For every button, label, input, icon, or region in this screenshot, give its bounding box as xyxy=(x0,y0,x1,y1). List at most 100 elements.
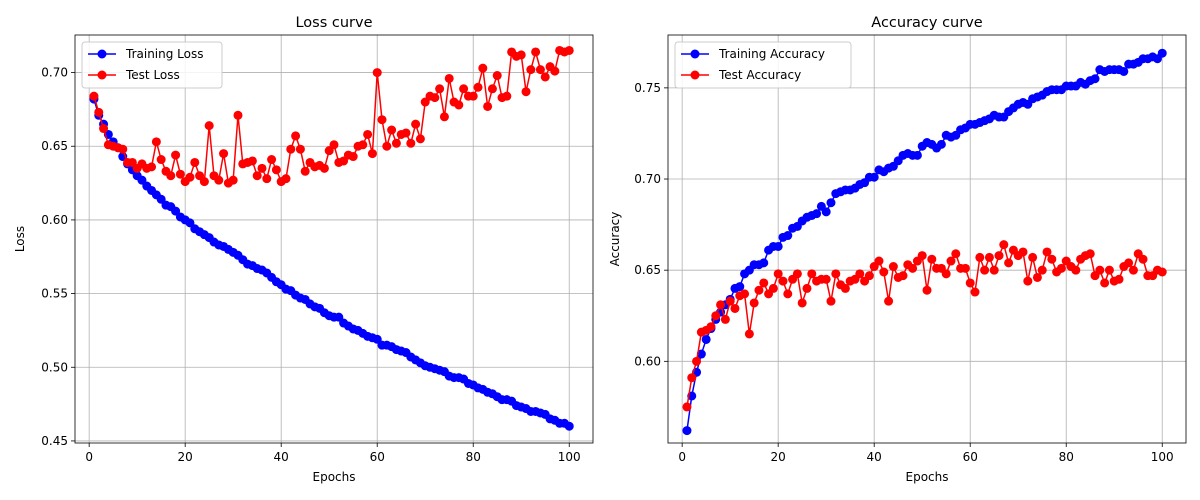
data-point xyxy=(826,198,836,208)
data-point xyxy=(94,107,104,117)
y-tick-label: 0.45 xyxy=(41,434,68,448)
data-point xyxy=(831,269,841,279)
data-point xyxy=(864,271,874,281)
data-point xyxy=(156,155,166,165)
data-point xyxy=(792,269,802,279)
data-point xyxy=(319,163,329,173)
data-point xyxy=(151,137,161,147)
legend-marker-1 xyxy=(690,70,700,80)
data-point xyxy=(430,93,440,103)
chart-title: Loss curve xyxy=(295,15,372,31)
data-point xyxy=(1085,249,1095,259)
y-tick-label: 0.75 xyxy=(634,81,661,95)
data-point xyxy=(898,271,908,281)
data-point xyxy=(166,171,176,181)
data-point xyxy=(233,110,243,120)
data-point xyxy=(874,256,884,266)
data-point xyxy=(516,50,526,60)
data-point xyxy=(199,177,209,187)
data-point xyxy=(912,150,922,160)
data-point xyxy=(975,252,985,262)
data-point xyxy=(812,209,822,219)
data-point xyxy=(262,174,272,184)
data-point xyxy=(826,296,836,306)
data-point xyxy=(468,91,478,101)
data-point xyxy=(483,101,493,111)
x-tick-label: 80 xyxy=(1059,450,1074,464)
data-point xyxy=(946,256,956,266)
data-point xyxy=(999,240,1009,250)
data-point xyxy=(286,144,296,154)
data-point xyxy=(821,274,831,284)
data-point xyxy=(1157,267,1167,277)
data-point xyxy=(267,155,277,165)
y-tick-label: 0.65 xyxy=(634,263,661,277)
data-point xyxy=(281,174,291,184)
accuracy-chart: 0 20 40 60 80 100 0.60 0.65 0.70 0.75 Accuracy cur… xyxy=(608,15,1187,484)
data-point xyxy=(936,139,946,149)
data-point xyxy=(367,149,377,159)
y-tick-label: 0.55 xyxy=(41,287,68,301)
plot-frame xyxy=(74,34,594,444)
data-point xyxy=(214,175,224,185)
data-point xyxy=(454,100,464,110)
data-point xyxy=(706,322,716,332)
data-point xyxy=(415,134,425,144)
data-point xyxy=(219,149,229,159)
data-point xyxy=(1047,254,1057,264)
data-point xyxy=(807,269,817,279)
data-point xyxy=(1032,272,1042,282)
x-tick-label: 0 xyxy=(85,450,93,464)
data-point xyxy=(252,171,262,181)
data-point xyxy=(730,303,740,313)
data-point xyxy=(1056,263,1066,273)
y-tick-label: 0.70 xyxy=(634,172,661,186)
data-point xyxy=(329,140,339,150)
data-point xyxy=(473,82,483,92)
y-tick-label: 0.65 xyxy=(41,139,68,153)
x-tick-label: 40 xyxy=(867,450,882,464)
legend: Training Accuracy Test Accuracy xyxy=(674,41,852,89)
data-point xyxy=(540,72,550,82)
data-point xyxy=(879,267,889,277)
data-point xyxy=(531,47,541,57)
legend-marker-0 xyxy=(97,49,107,59)
data-point xyxy=(459,84,469,94)
data-point xyxy=(247,156,257,166)
data-point xyxy=(960,263,970,273)
y-tick-label: 0.60 xyxy=(41,213,68,227)
data-point xyxy=(300,166,310,176)
legend: Training Loss Test Loss xyxy=(81,41,223,89)
data-point xyxy=(869,172,879,182)
data-point xyxy=(768,283,778,293)
data-point xyxy=(147,162,157,172)
y-axis-label: Loss xyxy=(13,226,27,252)
data-point xyxy=(1018,247,1028,257)
data-point xyxy=(994,251,1004,261)
data-point xyxy=(382,141,392,151)
legend-label-0: Training Accuracy xyxy=(718,47,825,61)
chart-title: Accuracy curve xyxy=(871,15,983,31)
data-point xyxy=(185,172,195,182)
legend-label-0: Training Loss xyxy=(125,47,203,61)
data-point xyxy=(1138,254,1148,264)
data-point xyxy=(696,349,706,359)
data-point xyxy=(922,285,932,295)
y-tick-label: 0.70 xyxy=(41,66,68,80)
data-point xyxy=(1124,258,1134,268)
data-point xyxy=(295,144,305,154)
data-point xyxy=(1071,265,1081,275)
data-point xyxy=(1104,265,1114,275)
data-point xyxy=(821,207,831,217)
data-point xyxy=(908,263,918,273)
legend-marker-0 xyxy=(690,49,700,59)
data-point xyxy=(564,45,574,55)
data-point xyxy=(682,426,692,436)
data-point xyxy=(175,169,185,179)
data-point xyxy=(773,241,783,251)
x-tick-label: 100 xyxy=(1151,450,1174,464)
data-point xyxy=(358,140,368,150)
data-point xyxy=(406,138,416,148)
data-point xyxy=(492,71,502,81)
data-point xyxy=(257,163,267,173)
